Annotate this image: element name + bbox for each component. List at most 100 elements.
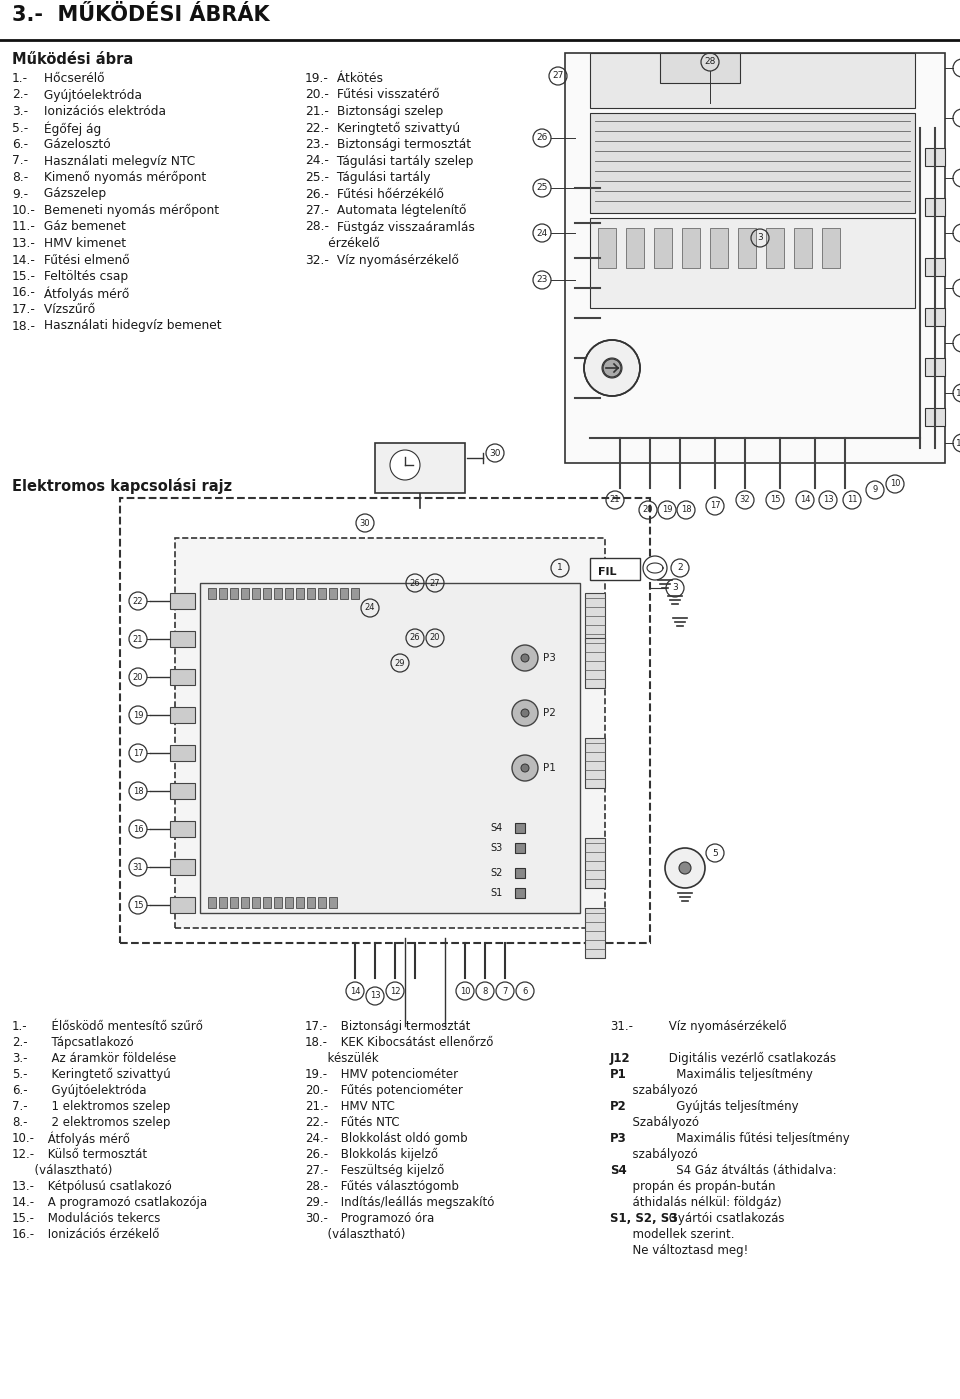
Bar: [682, 228, 700, 269]
Circle shape: [390, 450, 420, 480]
Bar: [766, 228, 784, 269]
Bar: [585, 908, 605, 958]
Text: Használati melegvíz NTC: Használati melegvíz NTC: [40, 154, 195, 168]
Bar: [822, 228, 840, 269]
Text: 22.-: 22.-: [305, 122, 329, 134]
Text: Fűtés potenciométer: Fűtés potenciométer: [337, 1084, 463, 1097]
Text: 28.-: 28.-: [305, 1179, 328, 1193]
Bar: [329, 897, 337, 908]
Text: Ionizációs érzékelő: Ionizációs érzékelő: [44, 1228, 159, 1241]
Text: Kétpólusú csatlakozó: Kétpólusú csatlakozó: [44, 1179, 172, 1193]
Text: 11: 11: [956, 438, 960, 448]
Text: 19: 19: [661, 505, 672, 515]
Text: 30.-: 30.-: [305, 1212, 328, 1226]
Text: 21: 21: [610, 495, 620, 505]
Text: Tágulási tartály: Tágulási tartály: [333, 171, 430, 185]
Text: 29.-: 29.-: [305, 1196, 328, 1209]
Bar: [285, 588, 293, 599]
Text: HMV kimenet: HMV kimenet: [40, 236, 126, 250]
Bar: [585, 838, 605, 888]
Text: 22: 22: [132, 596, 143, 606]
Text: P1: P1: [543, 762, 556, 774]
Bar: [590, 558, 640, 581]
Text: 16.-: 16.-: [12, 287, 36, 299]
Text: 15.-: 15.-: [12, 270, 36, 283]
Text: 2 elektromos szelep: 2 elektromos szelep: [44, 1116, 170, 1129]
Bar: [925, 308, 945, 326]
Text: 31: 31: [132, 863, 143, 872]
Text: 26: 26: [410, 579, 420, 588]
Circle shape: [512, 700, 538, 726]
Bar: [252, 588, 260, 599]
Bar: [274, 897, 282, 908]
Bar: [170, 897, 195, 914]
Text: Blokkolás kijelző: Blokkolás kijelző: [337, 1149, 438, 1161]
Text: Fűtés NTC: Fűtés NTC: [337, 1116, 399, 1129]
Bar: [654, 228, 672, 269]
Text: 7.-: 7.-: [12, 154, 28, 168]
Text: 27.-: 27.-: [305, 1164, 328, 1177]
Text: 3: 3: [672, 583, 678, 593]
Text: P2: P2: [610, 1100, 627, 1114]
Bar: [230, 588, 238, 599]
Bar: [329, 588, 337, 599]
Bar: [170, 859, 195, 874]
Text: Égőfej ág: Égőfej ág: [40, 122, 101, 136]
Bar: [170, 783, 195, 799]
Text: Gyújtás teljesítmény: Gyújtás teljesítmény: [665, 1100, 799, 1114]
Bar: [318, 897, 326, 908]
Text: 29: 29: [395, 659, 405, 667]
Bar: [170, 746, 195, 761]
Text: 20.-: 20.-: [305, 88, 329, 102]
Text: 13: 13: [823, 495, 833, 505]
Text: 3.-: 3.-: [12, 1052, 28, 1065]
Text: Programozó óra: Programozó óra: [337, 1212, 434, 1226]
Bar: [170, 821, 195, 837]
Bar: [170, 669, 195, 686]
Text: Átfolyás mérő: Átfolyás mérő: [40, 287, 130, 301]
Text: 27: 27: [430, 579, 441, 588]
Bar: [925, 409, 945, 427]
Bar: [515, 867, 525, 879]
Text: Maximális fűtési teljesítmény: Maximális fűtési teljesítmény: [665, 1132, 850, 1144]
Text: Átfolyás mérő: Átfolyás mérő: [44, 1132, 130, 1147]
Bar: [794, 228, 812, 269]
Text: 30: 30: [360, 519, 371, 527]
Bar: [274, 588, 282, 599]
Text: 15: 15: [132, 901, 143, 909]
Bar: [925, 257, 945, 276]
Circle shape: [512, 645, 538, 672]
Text: 18.-: 18.-: [305, 1037, 328, 1049]
Text: P3: P3: [543, 653, 556, 663]
Bar: [925, 358, 945, 376]
Circle shape: [521, 764, 529, 772]
Bar: [219, 588, 227, 599]
Text: Gáz bemenet: Gáz bemenet: [40, 221, 126, 234]
Text: 17.-: 17.-: [305, 1020, 328, 1032]
Text: 25.-: 25.-: [305, 171, 329, 185]
Text: 21.-: 21.-: [305, 105, 329, 118]
Text: Maximális teljesítmény: Maximális teljesítmény: [665, 1067, 813, 1081]
Text: Tápcsatlakozó: Tápcsatlakozó: [44, 1037, 133, 1049]
Text: Gyártói csatlakozás: Gyártói csatlakozás: [665, 1212, 784, 1226]
Text: 32.-: 32.-: [305, 253, 329, 266]
Text: 5: 5: [712, 849, 718, 858]
Text: Gyújtóelektróda: Gyújtóelektróda: [40, 88, 142, 102]
Text: 6.-: 6.-: [12, 1084, 28, 1097]
Bar: [515, 823, 525, 832]
Text: Víz nyomásérzékelő: Víz nyomásérzékelő: [665, 1020, 786, 1032]
Text: 1 elektromos szelep: 1 elektromos szelep: [44, 1100, 170, 1114]
Bar: [585, 593, 605, 644]
Text: S4 Gáz átváltás (áthidalva:: S4 Gáz átváltás (áthidalva:: [665, 1164, 836, 1177]
Text: 13.-: 13.-: [12, 1179, 35, 1193]
Text: szabályozó: szabályozó: [610, 1149, 698, 1161]
Bar: [340, 588, 348, 599]
Text: Biztonsági termosztát: Biztonsági termosztát: [337, 1020, 470, 1032]
Text: S1, S2, S3: S1, S2, S3: [610, 1212, 678, 1226]
Bar: [925, 148, 945, 166]
Text: 26: 26: [410, 634, 420, 642]
Text: Fűtési visszatérő: Fűtési visszatérő: [333, 88, 440, 102]
Text: 24: 24: [365, 603, 375, 613]
Text: A programozó csatlakozója: A programozó csatlakozója: [44, 1196, 207, 1209]
Text: P3: P3: [610, 1132, 627, 1144]
